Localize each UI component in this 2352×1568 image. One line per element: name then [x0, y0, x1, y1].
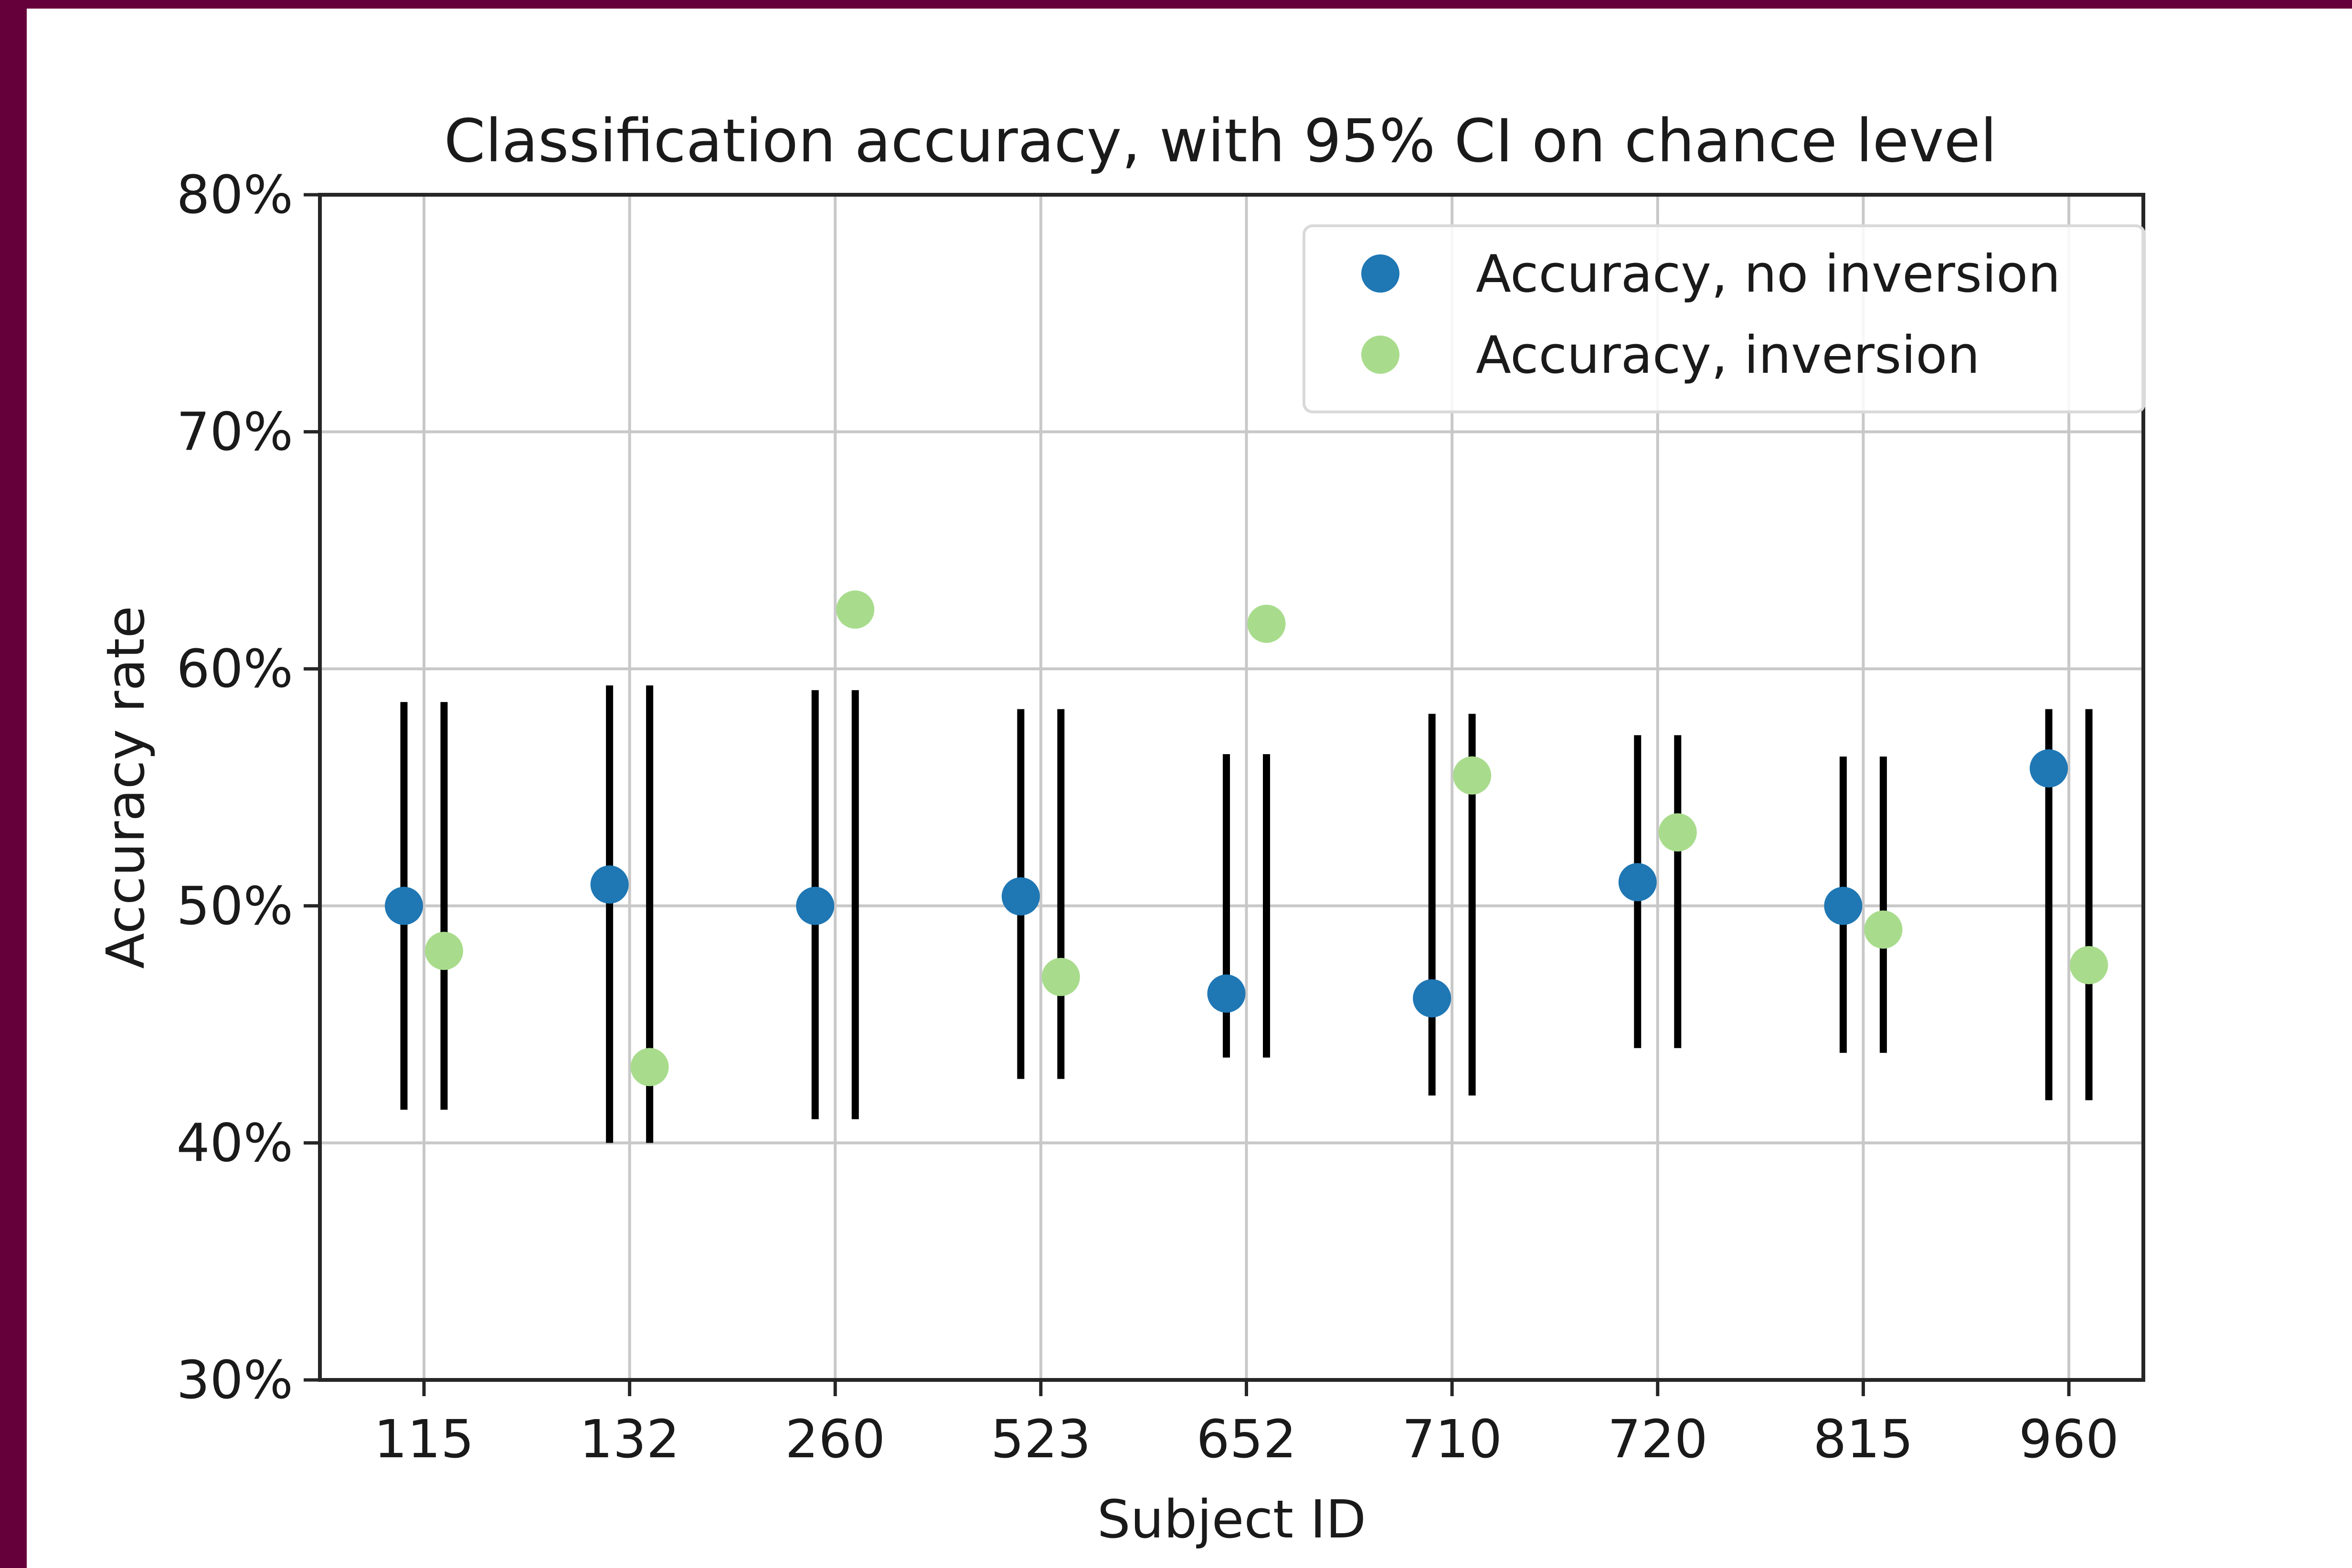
y-tick-label: 70% — [177, 401, 294, 463]
point-no-inversion — [1824, 886, 1863, 925]
x-tick-label: 720 — [1608, 1409, 1708, 1470]
point-no-inversion — [385, 886, 423, 925]
point-inversion — [836, 590, 875, 629]
point-no-inversion — [1207, 974, 1246, 1013]
x-tick-label: 815 — [1813, 1409, 1913, 1470]
point-no-inversion — [1413, 979, 1451, 1018]
x-tick-label: 523 — [991, 1409, 1091, 1470]
y-tick-label: 50% — [177, 875, 294, 937]
x-tick-label: 115 — [374, 1409, 474, 1470]
x-tick-label: 260 — [785, 1409, 885, 1470]
point-no-inversion — [590, 865, 629, 904]
x-tick-label: 652 — [1197, 1409, 1297, 1470]
legend-label-inversion: Accuracy, inversion — [1476, 326, 1980, 385]
chart: Classification accuracy, with 95% CI on … — [95, 107, 2146, 1550]
point-inversion — [425, 932, 463, 970]
legend-marker-inversion — [1361, 336, 1399, 374]
y-tick-label: 30% — [177, 1349, 294, 1410]
x-tick-label: 710 — [1402, 1409, 1502, 1470]
legend: Accuracy, no inversion Accuracy, inversi… — [1303, 224, 2146, 413]
x-tick-label: 132 — [580, 1409, 680, 1470]
y-tick-label: 60% — [177, 638, 294, 699]
point-no-inversion — [2030, 749, 2068, 788]
point-inversion — [1247, 604, 1286, 643]
plot-area-frame — [318, 193, 2145, 1382]
legend-label-no-inversion: Accuracy, no inversion — [1476, 244, 2061, 304]
point-no-inversion — [1001, 877, 1040, 916]
x-tick-label: 960 — [2019, 1409, 2119, 1470]
chart-title: Classification accuracy, with 95% CI on … — [444, 107, 1997, 176]
point-inversion — [630, 1048, 669, 1086]
point-no-inversion — [796, 886, 835, 925]
point-inversion — [1864, 910, 1903, 949]
legend-box — [1303, 224, 2146, 413]
point-no-inversion — [1618, 863, 1657, 902]
x-axis-label: Subject ID — [1097, 1489, 1366, 1550]
chart-panel: Classification accuracy, with 95% CI on … — [27, 9, 2352, 1568]
point-inversion — [1453, 756, 1492, 795]
y-axis-label: Accuracy rate — [95, 606, 156, 969]
legend-marker-no-inversion — [1361, 254, 1399, 293]
point-inversion — [2070, 946, 2108, 984]
point-inversion — [1041, 958, 1080, 996]
point-inversion — [1658, 813, 1697, 852]
data-points — [385, 590, 2108, 1086]
axis-ticks: 30% 40% 50% 60% 70% 80% 115 132 260 523 652 710 720 8… — [177, 164, 2119, 1470]
y-tick-label: 40% — [177, 1112, 294, 1173]
y-tick-label: 80% — [177, 164, 294, 225]
